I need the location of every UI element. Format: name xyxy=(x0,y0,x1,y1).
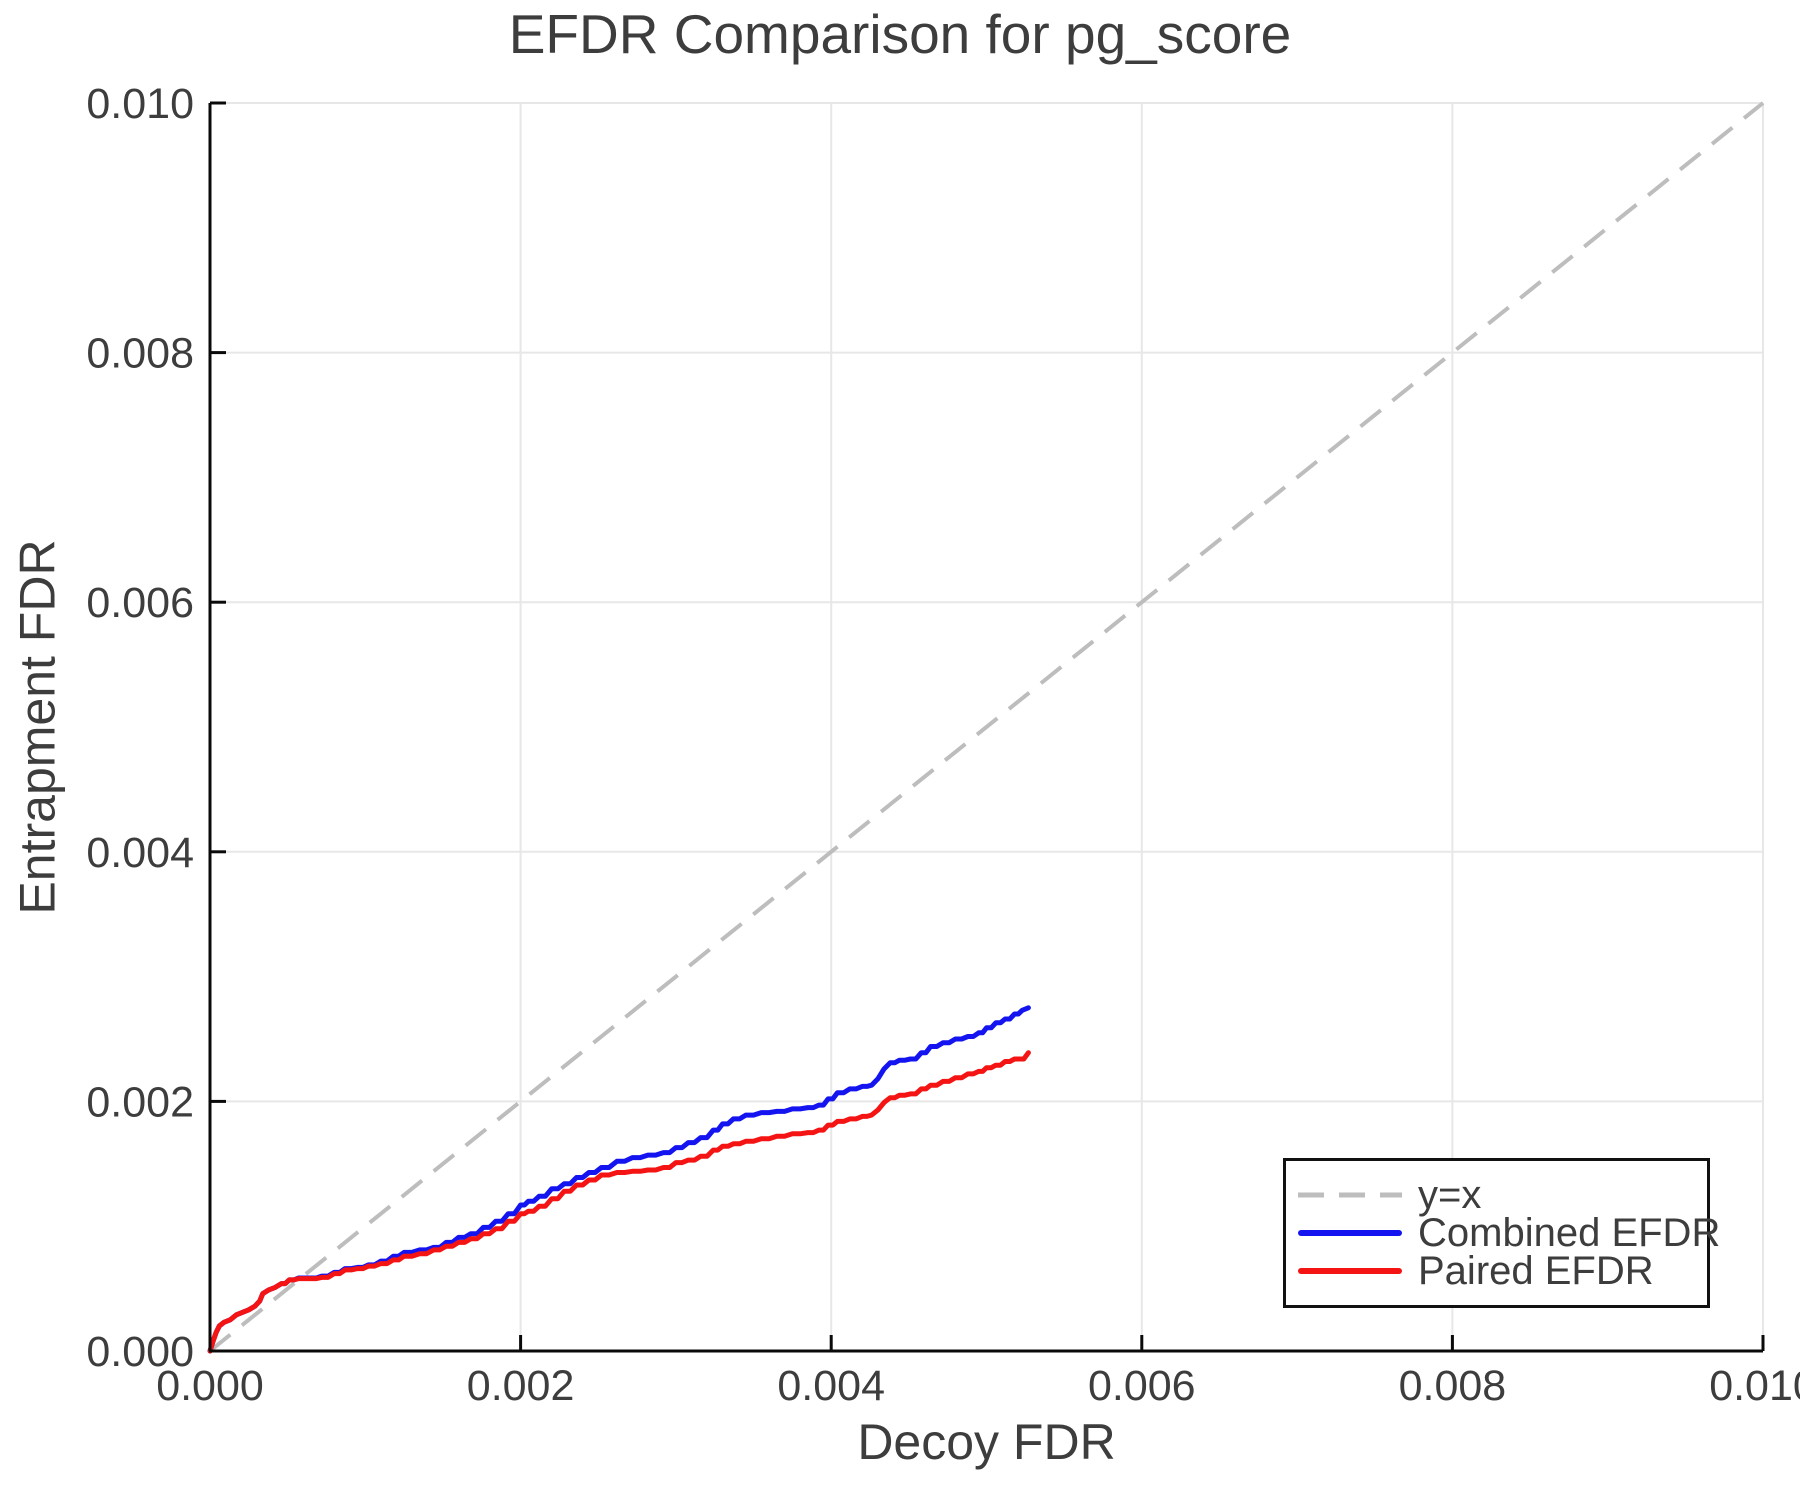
dashed-line-icon xyxy=(1298,1191,1402,1199)
blue-line-icon xyxy=(1298,1230,1402,1236)
y-tick-labels: 0.000 0.002 0.004 0.006 0.008 0.010 xyxy=(86,80,194,1376)
legend-row-diagonal: y=x xyxy=(1298,1173,1707,1217)
y-tick-label: 0.002 xyxy=(86,1078,194,1126)
x-tick-label: 0.002 xyxy=(467,1362,575,1410)
x-tick-label: 0.008 xyxy=(1399,1362,1507,1410)
legend-label-diagonal: y=x xyxy=(1418,1173,1482,1217)
y-tick-label: 0.010 xyxy=(86,80,194,128)
x-axis-label: Decoy FDR xyxy=(857,1414,1116,1470)
axis-spines-and-ticks xyxy=(208,101,1765,1353)
legend-row-paired: Paired EFDR xyxy=(1298,1249,1707,1293)
y-tick-label: 0.004 xyxy=(86,829,194,877)
series-lines xyxy=(207,101,1765,1354)
legend-row-combined: Combined EFDR xyxy=(1298,1213,1720,1253)
x-tick-label: 0.004 xyxy=(777,1362,885,1410)
x-tick-label: 0.010 xyxy=(1709,1362,1800,1410)
series-diagonal xyxy=(208,101,1765,1353)
legend-label-combined: Combined EFDR xyxy=(1418,1211,1721,1255)
y-tick-label: 0.006 xyxy=(86,579,194,627)
grid-lines xyxy=(209,102,1764,1352)
series-paired-efdr xyxy=(207,1050,1031,1354)
x-tick-labels: 0.000 0.002 0.004 0.006 0.008 0.010 xyxy=(156,1362,1800,1410)
series-combined-efdr xyxy=(207,1005,1031,1354)
y-tick-label: 0.008 xyxy=(86,330,194,378)
legend-label-paired: Paired EFDR xyxy=(1418,1249,1654,1293)
x-tick-label: 0.006 xyxy=(1088,1362,1196,1410)
x-tick-label: 0.000 xyxy=(156,1362,264,1410)
legend: y=x Combined EFDR Paired EFDR xyxy=(1283,1158,1720,1308)
y-tick-label: 0.000 xyxy=(86,1328,194,1376)
red-line-icon xyxy=(1298,1268,1402,1274)
chart-title: EFDR Comparison for pg_score xyxy=(508,3,1292,65)
